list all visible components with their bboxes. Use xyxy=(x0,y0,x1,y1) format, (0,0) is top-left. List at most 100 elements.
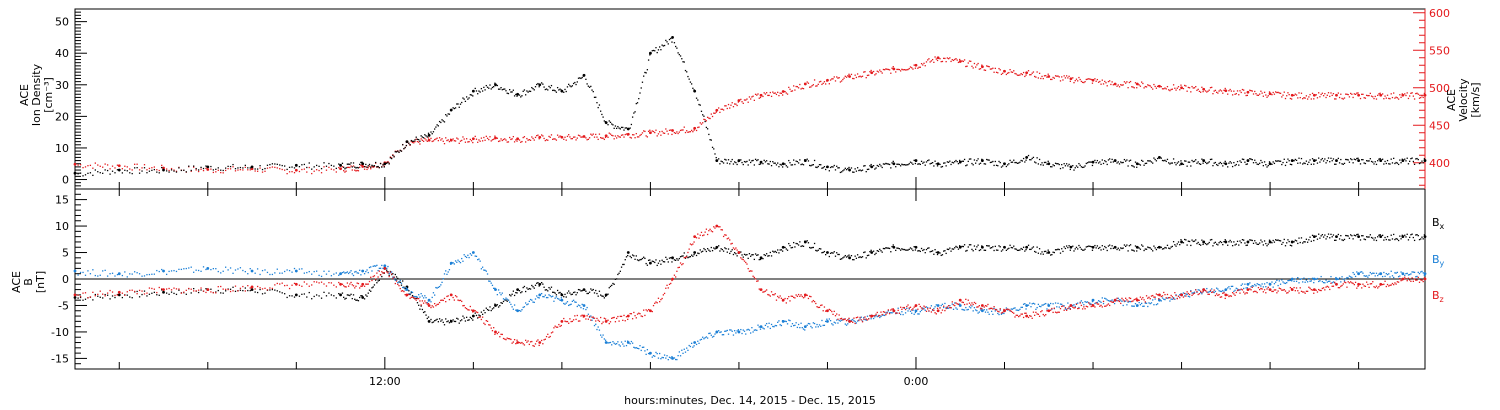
b-point xyxy=(526,287,528,289)
b-point xyxy=(1260,285,1262,287)
b-point xyxy=(217,270,219,273)
velocity-point xyxy=(1227,93,1229,95)
density-point xyxy=(1415,158,1417,160)
b-point xyxy=(708,249,710,251)
b-point xyxy=(1118,249,1121,251)
b-point xyxy=(359,287,361,289)
velocity-point xyxy=(962,60,965,63)
b-point xyxy=(1275,281,1277,283)
density-point xyxy=(97,171,99,173)
velocity-point xyxy=(575,139,577,141)
velocity-point xyxy=(952,59,955,62)
b-point xyxy=(440,284,442,286)
b-point xyxy=(77,294,79,296)
b-point xyxy=(718,330,720,332)
b-point xyxy=(193,287,195,290)
velocity-point xyxy=(1043,75,1046,77)
density-point xyxy=(1008,163,1010,165)
b-point xyxy=(200,289,202,291)
b-point xyxy=(1230,295,1233,297)
b-point xyxy=(662,357,665,359)
b-point xyxy=(686,347,688,349)
b-point xyxy=(1207,293,1209,295)
velocity-point xyxy=(586,139,588,141)
b-point xyxy=(956,308,958,310)
b-point xyxy=(767,255,769,257)
b-point xyxy=(729,239,731,241)
b-point xyxy=(379,267,382,269)
b-point xyxy=(945,252,947,255)
velocity-point xyxy=(678,131,680,133)
density-point xyxy=(1047,160,1049,162)
density-point xyxy=(636,102,639,104)
b-point xyxy=(1399,275,1401,277)
velocity-point xyxy=(736,104,738,107)
b-point xyxy=(999,309,1001,311)
b-point xyxy=(419,308,421,310)
b-point xyxy=(920,307,923,309)
velocity-point xyxy=(1410,92,1412,94)
b-point xyxy=(989,247,992,249)
b-point xyxy=(1304,241,1306,243)
b-point xyxy=(734,248,736,250)
b-point xyxy=(1288,240,1290,243)
b-point xyxy=(1302,242,1304,244)
b-point xyxy=(747,267,749,270)
velocity-point xyxy=(657,133,660,135)
b-point xyxy=(780,297,783,299)
b-point xyxy=(1142,296,1144,299)
b-point xyxy=(636,347,639,349)
b-point xyxy=(676,358,678,361)
velocity-point xyxy=(158,169,160,172)
b-point xyxy=(970,244,972,246)
b-point xyxy=(649,353,651,355)
velocity-point xyxy=(1208,89,1210,91)
b-point xyxy=(440,299,442,301)
b-point xyxy=(170,270,173,272)
density-point xyxy=(553,89,555,91)
b-point xyxy=(365,294,367,296)
density-point xyxy=(1156,157,1159,160)
velocity-point xyxy=(1298,92,1300,94)
b-point xyxy=(1143,305,1145,307)
density-point xyxy=(746,160,748,163)
velocity-point xyxy=(87,165,89,167)
velocity-point xyxy=(1099,80,1101,83)
b-point xyxy=(682,352,684,354)
b-point xyxy=(777,321,779,323)
velocity-point xyxy=(591,134,593,136)
b-point xyxy=(1288,279,1290,282)
density-point xyxy=(1003,162,1005,165)
b-point xyxy=(1081,302,1084,304)
density-point xyxy=(826,166,828,168)
velocity-point xyxy=(817,83,819,85)
b-point xyxy=(574,301,576,303)
density-point xyxy=(389,157,392,159)
b-point xyxy=(822,324,824,327)
b-point xyxy=(1078,244,1080,247)
velocity-point xyxy=(1121,84,1123,86)
b-point xyxy=(715,332,717,334)
b-point xyxy=(656,264,658,267)
velocity-point xyxy=(215,171,217,173)
b-point xyxy=(617,341,619,343)
density-point xyxy=(614,125,617,127)
top-right-ytick-label: 400 xyxy=(1429,157,1450,170)
velocity-point xyxy=(844,75,846,77)
b-point xyxy=(1202,243,1204,246)
b-point xyxy=(1027,244,1030,246)
b-point xyxy=(426,317,428,320)
density-point xyxy=(850,167,853,169)
b-point xyxy=(1050,309,1052,311)
b-point xyxy=(711,336,714,338)
density-point xyxy=(249,167,251,169)
density-point xyxy=(1254,159,1256,161)
b-point xyxy=(354,298,356,300)
velocity-point xyxy=(486,137,489,139)
b-point xyxy=(1156,246,1159,249)
b-point xyxy=(1236,240,1239,243)
density-point xyxy=(1168,162,1170,164)
b-point xyxy=(859,318,861,320)
b-point xyxy=(441,319,443,321)
b-point xyxy=(1388,239,1390,241)
